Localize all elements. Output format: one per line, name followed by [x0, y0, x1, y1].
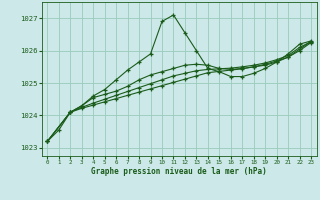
- X-axis label: Graphe pression niveau de la mer (hPa): Graphe pression niveau de la mer (hPa): [91, 167, 267, 176]
